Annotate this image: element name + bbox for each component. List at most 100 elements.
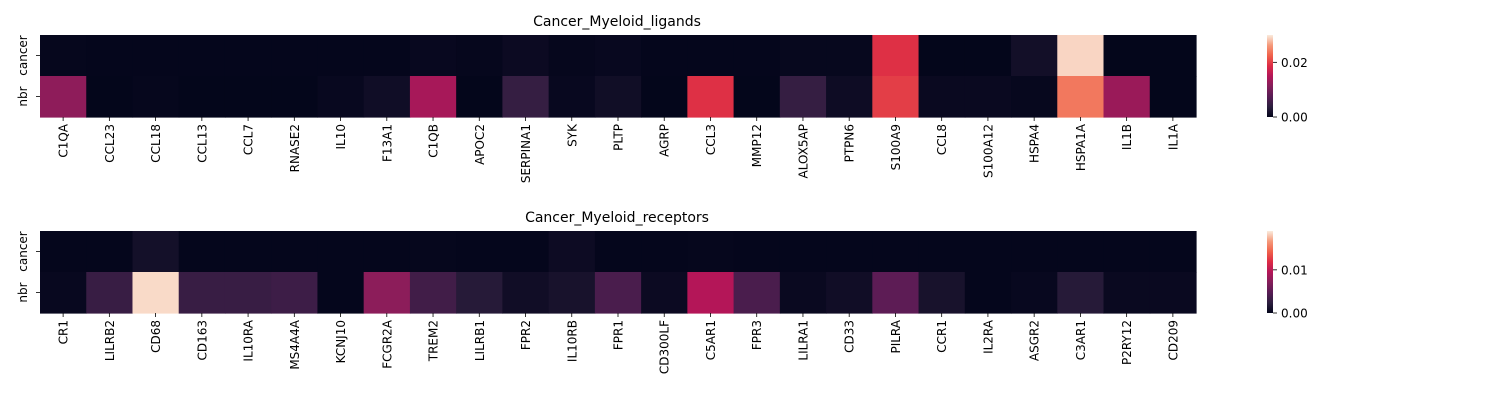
receptors-column-label: CCR1 bbox=[935, 320, 949, 353]
ligands-cell-cancer-ccl8 bbox=[918, 35, 966, 77]
ligands-cell-cancer-ccl3 bbox=[687, 35, 735, 77]
receptors-heatmap-cells bbox=[40, 231, 1197, 314]
ligands-colorbar-ticks: 0.00 0.02 bbox=[1273, 56, 1308, 125]
receptors-cell-cancer-pilra bbox=[872, 231, 920, 273]
receptors-cell-cancer-cd209 bbox=[1149, 231, 1197, 273]
ligands-cell-nbr-syk bbox=[548, 76, 596, 118]
ligands-cell-cancer-il1b bbox=[1103, 35, 1151, 77]
ligands-cell-nbr-mmp12 bbox=[733, 76, 781, 118]
receptors-column-label: IL10RB bbox=[565, 320, 579, 362]
receptors-cell-cancer-il10ra bbox=[224, 231, 272, 273]
receptors-column-label: C3AR1 bbox=[1074, 320, 1088, 360]
ligands-cell-nbr-ptpn6 bbox=[826, 76, 873, 118]
ligands-column-label: S100A12 bbox=[981, 124, 995, 178]
ligands-cell-nbr-il1b bbox=[1103, 76, 1151, 118]
receptors-colorbar-tick-label: 0.01 bbox=[1281, 263, 1308, 277]
receptors-cell-cancer-c3ar1 bbox=[1057, 231, 1105, 273]
receptors-column-label: FPR3 bbox=[750, 320, 764, 350]
ligands-cell-nbr-il1a bbox=[1149, 76, 1197, 118]
ligands-cell-cancer-agrp bbox=[641, 35, 688, 77]
ligands-cell-cancer-rnase2 bbox=[271, 35, 319, 77]
ligands-cell-nbr-ccl13 bbox=[178, 76, 226, 118]
ligands-title: Cancer_Myeloid_ligands bbox=[533, 14, 701, 30]
ligands-cell-cancer-hspa4 bbox=[1011, 35, 1058, 77]
ligands-heatmap-cells bbox=[40, 35, 1197, 118]
receptors-column-label: ASGR2 bbox=[1028, 320, 1042, 361]
ligands-cell-nbr-ccl8 bbox=[918, 76, 966, 118]
receptors-column-label: CD68 bbox=[149, 320, 163, 353]
receptors-colorbar-ticks: 0.00 0.01 bbox=[1273, 263, 1308, 321]
ligands-column-label: ALOX5AP bbox=[796, 124, 810, 178]
ligands-column-label: CCL7 bbox=[242, 124, 256, 155]
receptors-cell-nbr-trem2 bbox=[409, 272, 457, 314]
receptors-cell-cancer-lilrb2 bbox=[86, 231, 134, 273]
receptors-column-label: PILRA bbox=[889, 319, 903, 353]
receptors-cell-cancer-cr1 bbox=[40, 231, 87, 273]
receptors-cell-nbr-p2ry12 bbox=[1103, 272, 1151, 314]
ligands-cell-cancer-il10 bbox=[317, 35, 365, 77]
receptors-column-label: FCGR2A bbox=[380, 319, 394, 369]
receptors-cell-nbr-c5ar1 bbox=[687, 272, 735, 314]
receptors-title: Cancer_Myeloid_receptors bbox=[525, 210, 709, 226]
receptors-column-label: CD300LF bbox=[658, 320, 672, 374]
receptors-colorbar: 0.00 0.01 bbox=[1267, 231, 1308, 321]
receptors-column-label: FPR1 bbox=[612, 320, 626, 350]
ligands-cell-nbr-ccl3 bbox=[687, 76, 735, 118]
ligands-column-label: CCL8 bbox=[935, 124, 949, 155]
ligands-cell-cancer-f13a1 bbox=[363, 35, 411, 77]
ligands-cell-cancer-ccl18 bbox=[132, 35, 180, 77]
ligands-cell-nbr-ccl18 bbox=[132, 76, 180, 118]
ligands-column-label: S100A9 bbox=[889, 124, 903, 170]
ligands-cell-cancer-hspa1a bbox=[1057, 35, 1105, 77]
ligands-column-label: C1QA bbox=[57, 123, 71, 157]
ligands-column-label: PTPN6 bbox=[843, 124, 857, 162]
receptors-panel: Cancer_Myeloid_receptors cancer nbr CR1 L… bbox=[16, 210, 1308, 374]
receptors-cell-cancer-lilra1 bbox=[779, 231, 827, 273]
receptors-cell-nbr-fpr2 bbox=[502, 272, 550, 314]
receptors-cell-cancer-cd300lf bbox=[641, 231, 688, 273]
receptors-cell-cancer-fpr3 bbox=[733, 231, 781, 273]
ligands-cell-cancer-ccl23 bbox=[86, 35, 134, 77]
ligands-cell-cancer-c1qa bbox=[40, 35, 87, 77]
ligands-column-label: F13A1 bbox=[380, 124, 394, 162]
ligands-colorbar-tick-label: 0.00 bbox=[1281, 111, 1308, 125]
receptors-column-label: MS4A4A bbox=[288, 319, 302, 369]
receptors-cell-nbr-cd33 bbox=[826, 272, 873, 314]
receptors-row-label-cancer: cancer bbox=[16, 231, 30, 272]
receptors-cell-cancer-ms4a4a bbox=[271, 231, 319, 273]
receptors-cell-nbr-il10rb bbox=[548, 272, 596, 314]
receptors-cell-cancer-c5ar1 bbox=[687, 231, 735, 273]
ligands-cell-nbr-pltp bbox=[594, 76, 642, 118]
ligands-column-label: IL10 bbox=[334, 124, 348, 150]
receptors-cell-cancer-fpr1 bbox=[594, 231, 642, 273]
receptors-column-label: LILRA1 bbox=[796, 320, 810, 361]
ligands-column-label: IL1A bbox=[1166, 123, 1180, 150]
receptors-cell-nbr-cd68 bbox=[132, 272, 180, 314]
ligands-cell-nbr-serpina1 bbox=[502, 76, 550, 118]
receptors-cell-nbr-kcnj10 bbox=[317, 272, 365, 314]
receptors-cell-cancer-cd68 bbox=[132, 231, 180, 273]
ligands-cell-cancer-serpina1 bbox=[502, 35, 550, 77]
receptors-cell-nbr-ms4a4a bbox=[271, 272, 319, 314]
receptors-cell-cancer-trem2 bbox=[409, 231, 457, 273]
receptors-cell-cancer-fpr2 bbox=[502, 231, 550, 273]
ligands-cell-cancer-syk bbox=[548, 35, 596, 77]
receptors-column-labels: CR1 LILRB2 CD68 CD163 IL10RA MS4A4A KCNJ10 FCGR… bbox=[36, 251, 1180, 374]
receptors-cell-cancer-p2ry12 bbox=[1103, 231, 1151, 273]
ligands-cell-nbr-ccl7 bbox=[224, 76, 272, 118]
receptors-column-label: CD163 bbox=[195, 320, 209, 361]
ligands-column-label: SERPINA1 bbox=[519, 124, 533, 183]
ligands-cell-nbr-alox5ap bbox=[779, 76, 827, 118]
ligands-cell-cancer-ptpn6 bbox=[826, 35, 873, 77]
ligands-cell-nbr-rnase2 bbox=[271, 76, 319, 118]
receptors-cell-nbr-cd163 bbox=[178, 272, 226, 314]
ligands-cell-nbr-s100a12 bbox=[964, 76, 1012, 118]
ligands-cell-cancer-il1a bbox=[1149, 35, 1197, 77]
receptors-column-label: LILRB2 bbox=[103, 320, 117, 361]
receptors-column-label: FPR2 bbox=[519, 320, 533, 350]
ligands-column-labels: C1QA CCL23 CCL18 CCL13 CCL7 RNASE2 IL10 F13A1 C1… bbox=[36, 55, 1180, 183]
ligands-cell-cancer-s100a12 bbox=[964, 35, 1012, 77]
ligands-cell-cancer-ccl13 bbox=[178, 35, 226, 77]
receptors-cell-cancer-fcgr2a bbox=[363, 231, 411, 273]
